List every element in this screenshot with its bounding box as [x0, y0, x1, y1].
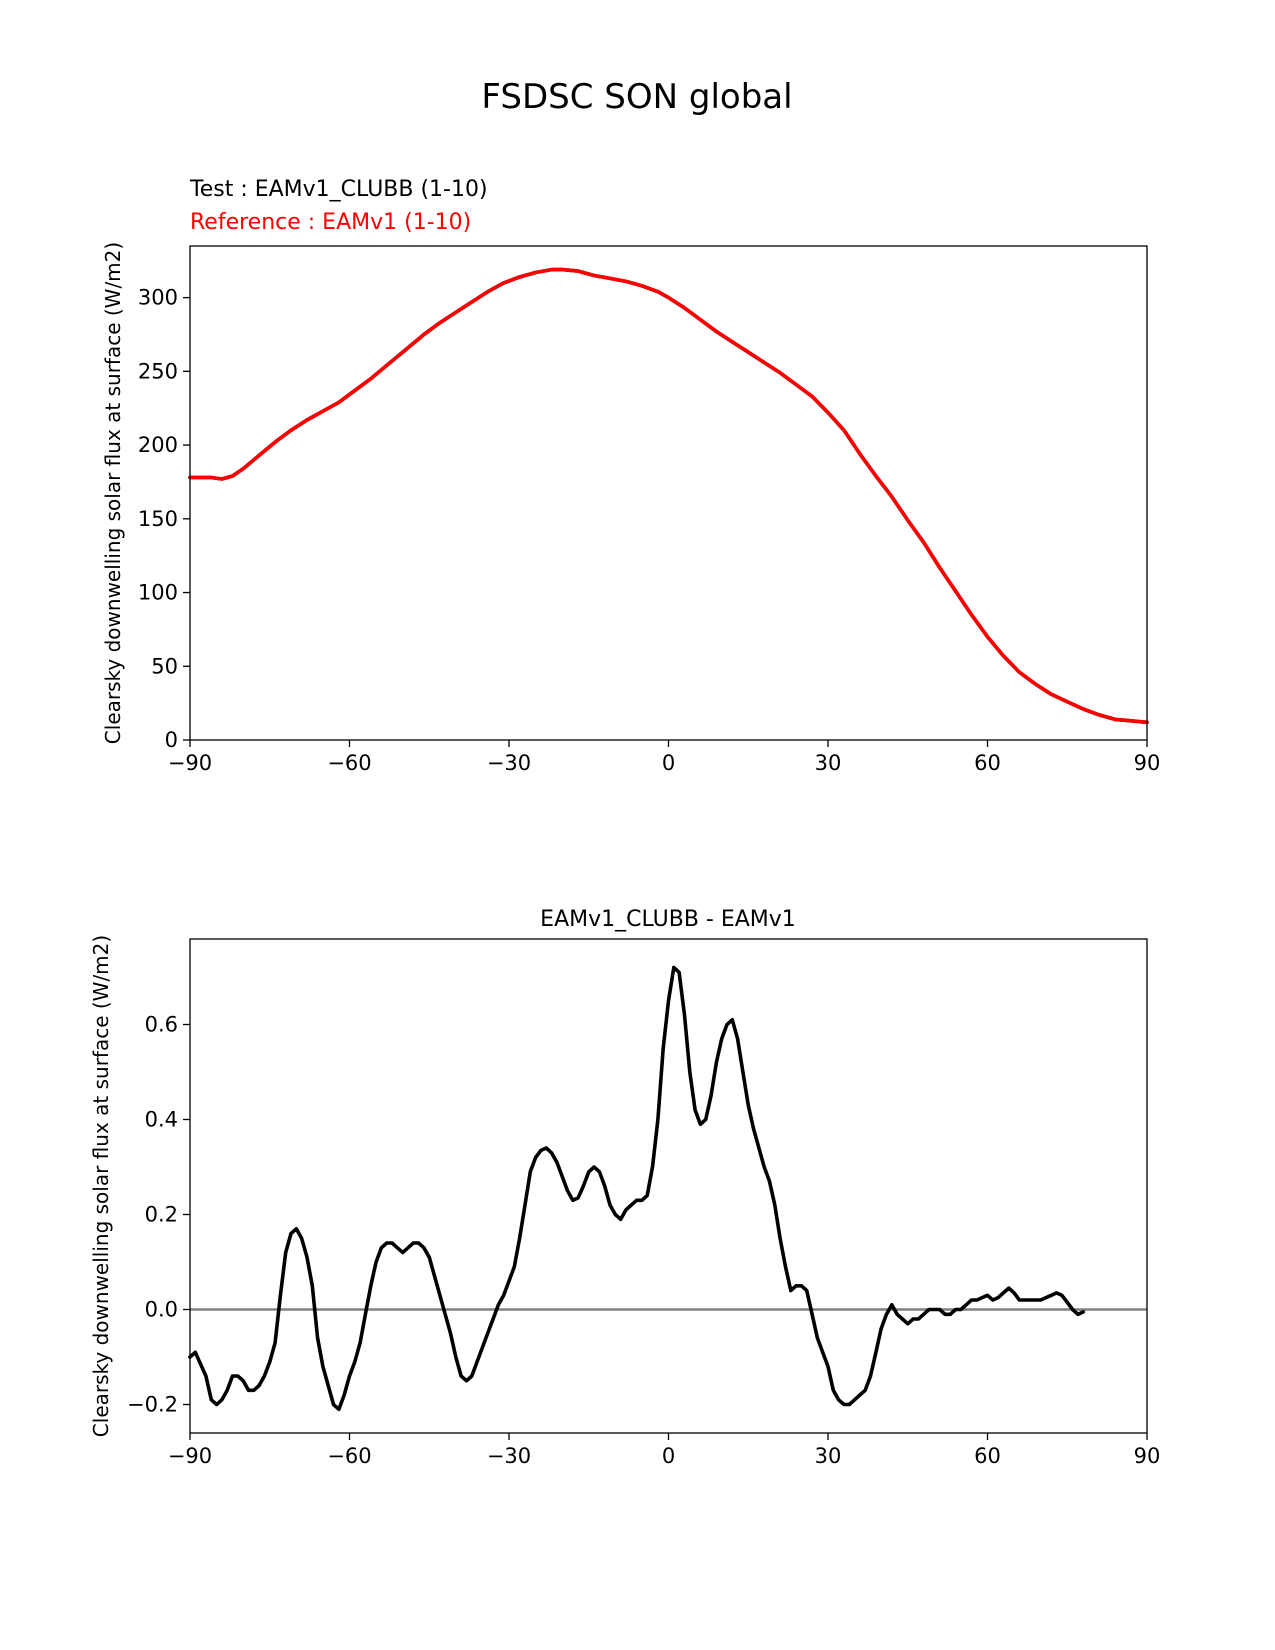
x-tick-label: 90 — [1134, 1444, 1161, 1468]
x-tick-label: 30 — [815, 751, 842, 775]
test-title: Test : EAMv1_CLUBB (1-10) — [189, 177, 488, 202]
y-tick-label: 0.2 — [145, 1203, 178, 1227]
y-tick-label: 200 — [138, 433, 178, 457]
x-tick-label: 90 — [1134, 751, 1161, 775]
bottom-panel: EAMv1_CLUBB - EAMv1 −90 −60 −30 0 30 60 90 −0.2… — [89, 907, 1160, 1468]
x-tick-label: 30 — [815, 1444, 842, 1468]
x-tick-label: −60 — [327, 1444, 371, 1468]
bottom-plot-frame — [189, 938, 1148, 1434]
y-tick-label: 50 — [151, 654, 178, 678]
figure-title: FSDSC SON global — [481, 77, 792, 117]
top-ylabel: Clearsky downwelling solar flux at surfa… — [101, 242, 125, 744]
x-tick-label: −90 — [168, 1444, 212, 1468]
reference-title: Reference : EAMv1 (1-10) — [190, 210, 471, 235]
x-tick-label: −60 — [327, 751, 371, 775]
y-tick-label: 0 — [165, 728, 178, 752]
series-line-1 — [188, 267, 1149, 725]
y-tick-label: 0.6 — [145, 1013, 178, 1037]
y-tick-label: 0.0 — [145, 1298, 178, 1322]
y-tick-label: 300 — [138, 286, 178, 310]
y-tick-label: 100 — [138, 581, 178, 605]
y-tick-label: −0.2 — [127, 1393, 178, 1417]
x-tick-label: 0 — [662, 1444, 675, 1468]
y-tick-label: 150 — [138, 507, 178, 531]
x-tick-label: −30 — [487, 1444, 531, 1468]
bottom-ylabel: Clearsky downwelling solar flux at surfa… — [89, 935, 113, 1437]
top-panel: Test : EAMv1_CLUBB (1-10) Reference : EA… — [101, 177, 1160, 775]
y-tick-label: 250 — [138, 359, 178, 383]
top-series — [188, 267, 1149, 725]
x-tick-label: −90 — [168, 751, 212, 775]
bottom-axis-ticks: −90 −60 −30 0 30 60 90 −0.2 0.0 0.2 0.4 0.6 — [127, 1013, 1160, 1469]
x-tick-label: 0 — [662, 751, 675, 775]
diff-title: EAMv1_CLUBB - EAMv1 — [540, 907, 796, 932]
x-tick-label: 60 — [974, 1444, 1001, 1468]
x-tick-label: 60 — [974, 751, 1001, 775]
top-plot-frame — [189, 245, 1148, 741]
top-axis-ticks: −90 −60 −30 0 30 60 90 0 50 100 150 200 250 300 — [138, 286, 1160, 775]
series-line-0 — [188, 965, 1085, 1412]
x-tick-label: −30 — [487, 751, 531, 775]
y-tick-label: 0.4 — [145, 1108, 178, 1132]
bottom-series — [188, 965, 1147, 1412]
